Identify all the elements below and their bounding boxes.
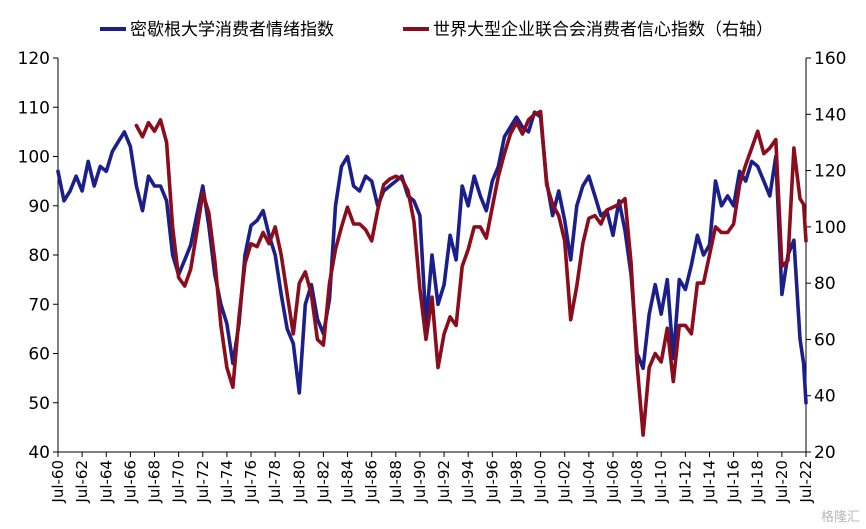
x-tick-label: Jul-00	[532, 460, 550, 504]
x-tick-label: Jul-04	[580, 460, 598, 504]
right-tick-label: 40	[814, 387, 836, 407]
x-tick-label: Jul-20	[773, 460, 791, 504]
axes: 40 50 60 70 80 90 100 110 120 20 40 60 80 100 120 140 16…	[18, 49, 847, 504]
right-tick-label: 60	[814, 330, 836, 350]
right-tick-label: 20	[814, 443, 836, 463]
x-tick-label: Jul-92	[435, 460, 453, 504]
legend-label-2: 世界大型企业联合会消费者信心指数（右轴）	[433, 20, 773, 40]
x-tick-label: Jul-84	[339, 460, 357, 504]
x-tick-label: Jul-94	[459, 460, 477, 504]
right-tick-label: 120	[814, 162, 846, 182]
right-tick-label: 140	[814, 105, 846, 125]
series-line-2	[134, 109, 808, 437]
x-tick-label: Jul-08	[628, 460, 646, 504]
x-tick-label: Jul-76	[242, 460, 260, 504]
left-tick-label: 70	[28, 295, 50, 315]
left-tick-label: 80	[28, 246, 50, 266]
x-tick-label: Jul-22	[797, 460, 815, 504]
x-tick-label: Jul-96	[483, 460, 501, 504]
x-tick-label: Jul-02	[556, 460, 574, 504]
right-tick-label: 80	[814, 274, 836, 294]
x-tick-label: Jul-80	[290, 460, 308, 504]
right-tick-label: 160	[814, 49, 846, 69]
legend: 密歇根大学消费者情绪指数 世界大型企业联合会消费者信心指数（右轴）	[100, 20, 773, 40]
x-tick-label: Jul-74	[218, 460, 236, 504]
x-tick-label: Jul-14	[700, 460, 718, 504]
x-tick-label: Jul-90	[411, 460, 429, 504]
x-tick-label: Jul-78	[266, 460, 284, 504]
left-tick-label: 50	[28, 394, 50, 414]
left-tick-label: 40	[28, 443, 50, 463]
x-tick-label: Jul-60	[49, 460, 67, 504]
x-tick-label: Jul-70	[170, 460, 188, 504]
x-tick-label: Jul-98	[507, 460, 525, 504]
x-tick-label: Jul-68	[146, 460, 164, 504]
left-tick-label: 120	[18, 49, 50, 69]
right-tick-label: 100	[814, 218, 846, 238]
left-tick-label: 60	[28, 345, 50, 365]
series-line-1	[56, 110, 808, 405]
watermark: 格隆汇	[820, 510, 860, 525]
x-tick-label: Jul-62	[73, 460, 91, 504]
left-tick-label: 90	[28, 197, 50, 217]
x-tick-label: Jul-10	[652, 460, 670, 504]
x-tick-label: Jul-72	[194, 460, 212, 504]
legend-label-1: 密歇根大学消费者情绪指数	[130, 20, 334, 40]
x-tick-label: Jul-64	[97, 460, 115, 504]
x-tick-label: Jul-16	[725, 460, 743, 504]
left-tick-label: 110	[18, 98, 50, 118]
x-tick-label: Jul-86	[363, 460, 381, 504]
x-tick-label: Jul-12	[676, 460, 694, 504]
x-tick-label: Jul-82	[314, 460, 332, 504]
x-tick-label: Jul-66	[121, 460, 139, 504]
x-tick-label: Jul-06	[604, 460, 622, 504]
series-lines	[56, 109, 808, 437]
left-tick-label: 100	[18, 148, 50, 168]
x-tick-label: Jul-88	[387, 460, 405, 504]
x-tick-label: Jul-18	[749, 460, 767, 504]
